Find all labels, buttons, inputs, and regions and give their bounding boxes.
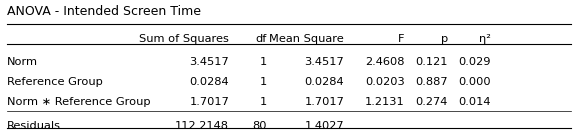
Text: 0.274: 0.274 — [416, 97, 448, 107]
Text: 3.4517: 3.4517 — [190, 57, 229, 67]
Text: Norm ∗ Reference Group: Norm ∗ Reference Group — [7, 97, 151, 107]
Text: 1.2131: 1.2131 — [365, 97, 405, 107]
Text: Mean Square: Mean Square — [269, 34, 344, 44]
Text: Residuals: Residuals — [7, 121, 61, 131]
Text: 0.029: 0.029 — [458, 57, 491, 67]
Text: 0.0284: 0.0284 — [305, 77, 344, 87]
Text: Sum of Squares: Sum of Squares — [139, 34, 229, 44]
Text: Norm: Norm — [7, 57, 38, 67]
Text: df: df — [255, 34, 266, 44]
Text: F: F — [398, 34, 405, 44]
Text: 1.7017: 1.7017 — [305, 97, 344, 107]
Text: 1.7017: 1.7017 — [190, 97, 229, 107]
Text: 1.4027: 1.4027 — [305, 121, 344, 131]
Text: 0.887: 0.887 — [415, 77, 448, 87]
Text: p: p — [440, 34, 448, 44]
Text: 0.0284: 0.0284 — [190, 77, 229, 87]
Text: Reference Group: Reference Group — [7, 77, 103, 87]
Text: 0.121: 0.121 — [415, 57, 448, 67]
Text: 0.014: 0.014 — [458, 97, 491, 107]
Text: 2.4608: 2.4608 — [365, 57, 405, 67]
Text: 0.0203: 0.0203 — [365, 77, 405, 87]
Text: 0.000: 0.000 — [458, 77, 491, 87]
Text: η²: η² — [479, 34, 491, 44]
Text: 1: 1 — [260, 97, 266, 107]
Text: 1: 1 — [260, 57, 266, 67]
Text: 80: 80 — [252, 121, 266, 131]
Text: 1: 1 — [260, 77, 266, 87]
Text: 3.4517: 3.4517 — [305, 57, 344, 67]
Text: 112.2148: 112.2148 — [175, 121, 229, 131]
Text: ANOVA - Intended Screen Time: ANOVA - Intended Screen Time — [7, 5, 201, 18]
